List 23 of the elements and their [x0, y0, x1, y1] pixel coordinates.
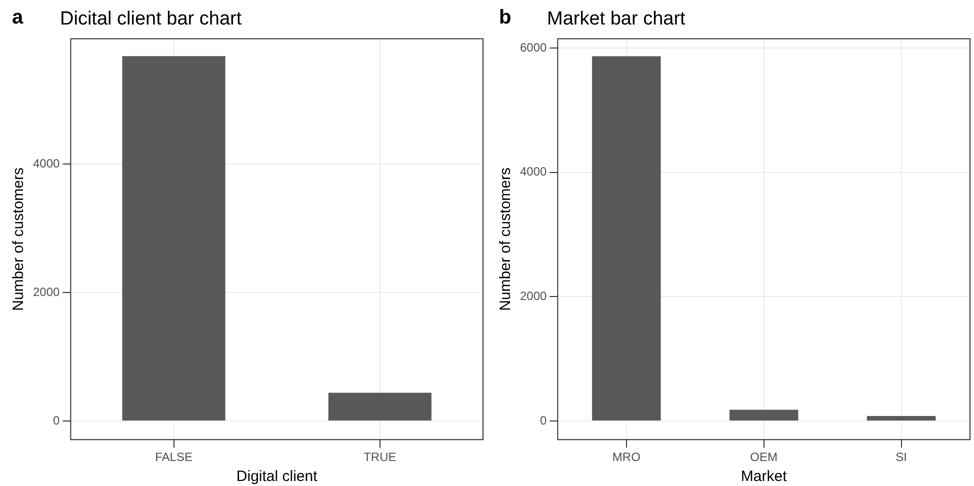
chart-title: Market bar chart [547, 8, 686, 30]
x-axis-title: Digital client [236, 468, 318, 486]
x-axis-title: Market [740, 468, 788, 486]
y-tick-label: 4000 [32, 156, 60, 170]
bar [866, 416, 936, 420]
text: a [12, 6, 24, 29]
x-tick-label: TRUE [364, 450, 396, 464]
y-tick-label: 6000 [520, 40, 548, 54]
bar [729, 410, 798, 420]
x-tick-label: OEM [750, 450, 778, 464]
y-axis-title: Number of customers [497, 168, 514, 311]
y-axis-title: Number of customers [10, 168, 28, 311]
x-tick-label: MRO [612, 450, 640, 464]
y-tick-label: 2000 [32, 284, 60, 299]
x-tick-label: SI [896, 450, 907, 464]
x-tick-label: FALSE [155, 450, 192, 464]
chart-title: Dicital client bar chart [60, 8, 242, 30]
y-tick-label: 2000 [520, 288, 548, 303]
y-tick-label: 4000 [520, 164, 548, 179]
text: b [499, 6, 512, 29]
bar [592, 56, 661, 420]
y-tick-label: 0 [540, 413, 548, 428]
y-tick-label: 0 [53, 413, 60, 428]
